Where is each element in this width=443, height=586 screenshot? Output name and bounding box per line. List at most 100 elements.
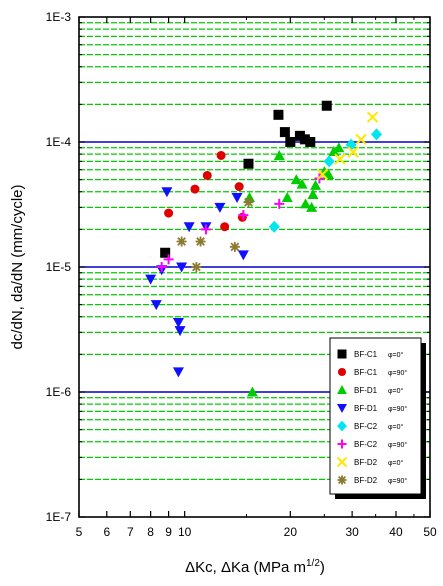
data-point [172,367,184,378]
x-tick-label: 8 [147,525,154,539]
legend-label: BF-D2 [354,476,378,485]
data-point [243,158,254,169]
data-point [163,254,174,265]
data-point [237,212,247,222]
data-point [300,198,312,209]
data-point [176,236,187,247]
data-point [279,127,290,138]
data-point [307,189,319,200]
data-point [290,174,302,185]
data-point [231,192,243,203]
legend-label: BF-C1 [354,350,378,359]
data-point [202,170,212,180]
plot-frame [78,16,431,518]
data-point [334,153,346,165]
axis-labels: ΔKc, ΔKa (MPa m1/2) dc/dN, da/dN (mm/cyc… [9,184,325,576]
data-point [164,208,174,218]
data-points [145,100,382,397]
data-point [195,236,206,247]
data-point [370,128,382,141]
legend-marker [337,439,347,449]
data-point [191,262,202,272]
x-axis-label-superscript: 1/2 [306,558,320,569]
legend: BF-C1 φ=0° BF-C1 φ=90° BF-D1 φ=0° BF-D1 φ=90° BF… [329,337,426,499]
data-point [310,179,322,190]
data-point [145,274,157,285]
y-tick-label: 1E-6 [46,385,72,399]
legend-label: BF-C1 [354,368,378,377]
series-0 [160,100,332,258]
data-point [306,201,318,212]
legend-marker [337,403,347,413]
data-point [246,386,258,397]
legend-label: BF-D2 [354,458,378,467]
x-axis-label-close: ) [320,559,325,576]
legend-marker [337,475,347,485]
legend-box [329,337,422,495]
legend-angle: φ=90° [388,369,407,377]
x-tick-label: 5 [76,525,83,539]
legend-marker [337,349,347,359]
legend-angle: φ=0° [388,459,404,467]
data-point [274,198,285,209]
data-point [273,149,285,160]
grid-lines [79,22,430,481]
y-tick-label: 1E-3 [46,10,72,24]
legend-angle: φ=0° [388,387,404,395]
data-point [243,197,254,208]
series-5 [156,173,325,272]
data-point [172,317,184,328]
legend-angle: φ=90° [388,405,407,413]
data-point [160,247,171,258]
x-tick-label: 50 [423,525,437,539]
data-point [190,184,200,194]
legend-marker [336,456,348,468]
data-point [355,133,367,146]
legend-label: BF-C2 [354,422,378,431]
data-point [156,262,167,272]
series-3 [145,187,249,378]
data-point [296,178,308,189]
data-point [333,142,345,153]
data-point [238,210,249,221]
data-point [366,111,379,123]
data-point [268,220,280,233]
legend-angle: φ=0° [388,423,404,431]
data-point [216,150,226,160]
x-tick-label: 10 [178,525,192,539]
series-6 [316,111,379,181]
data-point [237,250,249,261]
legend-label: BF-C2 [354,440,378,449]
data-point [299,134,310,145]
data-point [150,300,162,311]
data-point [234,182,244,192]
y-tick-label: 1E-5 [46,260,72,274]
data-point [305,137,316,147]
data-point [200,224,211,235]
data-point [316,168,329,181]
data-point [183,222,195,233]
y-tick-label: 1E-4 [46,135,72,149]
x-tick-label: 7 [127,525,134,539]
data-point [273,109,284,120]
data-point [323,155,335,168]
data-point [281,191,293,202]
legend-angle: φ=90° [388,477,407,485]
x-axis-label-main: ΔKc, ΔKa (MPa m [185,559,306,576]
x-tick-label: 9 [165,525,172,539]
data-point [328,145,340,156]
legend-angle: φ=90° [388,441,407,449]
x-axis-label: ΔKc, ΔKa (MPa m1/2) [185,558,325,576]
data-point [347,146,359,158]
y-axis-label: dc/dN, da/dN (mm/cycle) [9,184,26,349]
legend-angle: φ=0° [388,351,404,359]
x-tick-label: 6 [103,525,110,539]
data-point [321,100,332,111]
data-point [214,202,226,213]
x-tick-label: 30 [345,525,359,539]
x-tick-label: 20 [284,525,298,539]
legend-marker [337,367,347,377]
legend-marker [337,385,347,395]
